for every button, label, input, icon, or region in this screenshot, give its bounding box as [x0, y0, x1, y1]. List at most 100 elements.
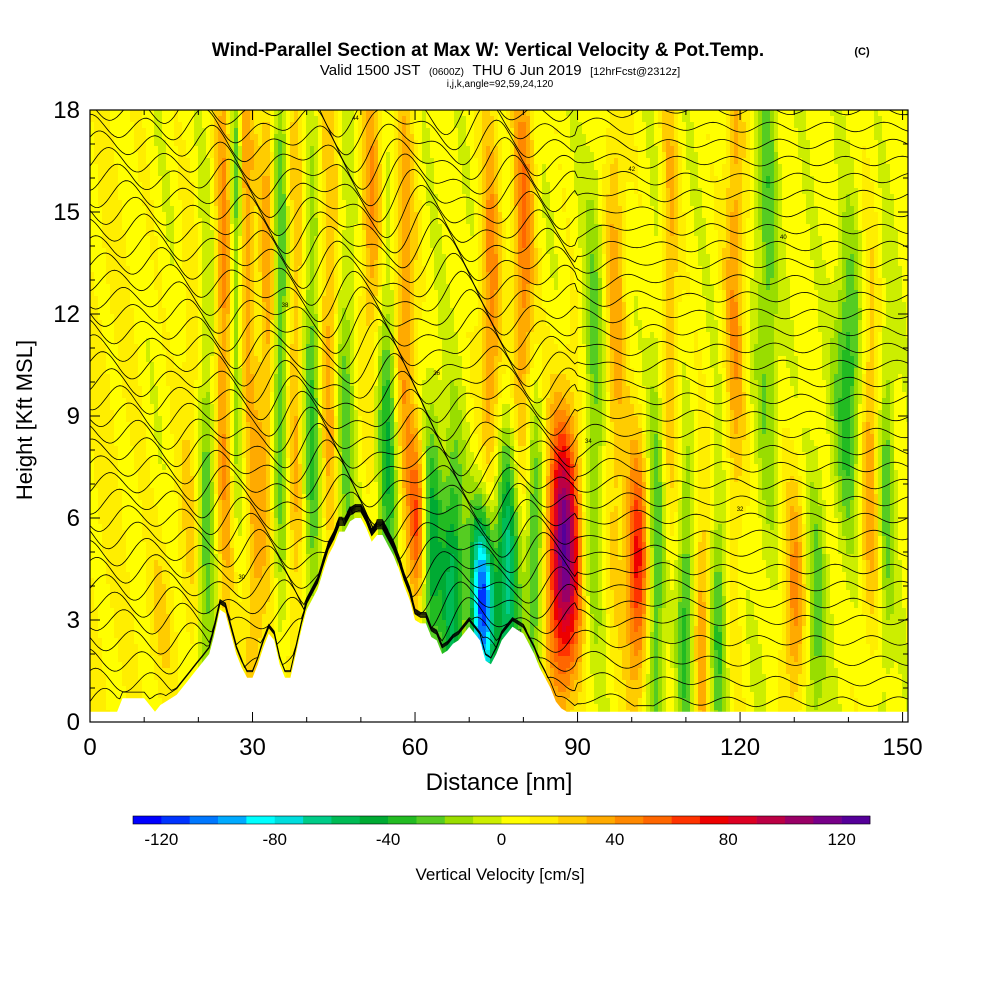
- w-cell: [602, 176, 607, 183]
- w-cell: [558, 164, 563, 171]
- w-cell: [526, 128, 531, 135]
- w-cell: [90, 170, 95, 177]
- w-cell: [606, 146, 611, 153]
- w-cell: [450, 158, 455, 165]
- w-cell: [354, 134, 359, 141]
- w-cell: [550, 194, 555, 201]
- w-cell: [830, 236, 835, 243]
- w-cell: [238, 218, 243, 225]
- w-cell: [794, 152, 799, 159]
- w-cell: [174, 134, 179, 141]
- w-cell: [578, 242, 583, 249]
- w-cell: [278, 212, 283, 219]
- w-cell: [790, 116, 795, 123]
- w-cell: [878, 182, 883, 189]
- w-cell: [98, 254, 103, 261]
- w-cell: [266, 200, 271, 207]
- w-cell: [422, 212, 427, 219]
- w-cell: [606, 164, 611, 171]
- w-cell: [102, 236, 107, 243]
- w-cell: [566, 146, 571, 153]
- w-cell: [830, 152, 835, 159]
- w-cell: [182, 170, 187, 177]
- w-cell: [190, 236, 195, 243]
- w-cell: [478, 158, 483, 165]
- w-cell: [186, 158, 191, 165]
- w-cell: [322, 218, 327, 225]
- w-cell: [286, 134, 291, 141]
- w-cell: [110, 158, 115, 165]
- w-cell: [554, 128, 559, 135]
- w-cell: [742, 200, 747, 207]
- w-cell: [110, 140, 115, 147]
- w-cell: [782, 212, 787, 219]
- w-cell: [214, 122, 219, 129]
- w-cell: [450, 212, 455, 219]
- w-cell: [358, 110, 363, 117]
- w-cell: [770, 206, 775, 213]
- w-cell: [394, 194, 399, 201]
- w-cell: [726, 230, 731, 237]
- w-cell: [114, 164, 119, 171]
- w-cell: [670, 194, 675, 201]
- w-cell: [694, 236, 699, 243]
- w-cell: [550, 224, 555, 231]
- w-cell: [666, 248, 671, 255]
- w-cell: [214, 176, 219, 183]
- w-cell: [822, 182, 827, 189]
- w-cell: [210, 212, 215, 219]
- w-cell: [594, 218, 599, 225]
- w-cell: [366, 152, 371, 159]
- w-cell: [666, 182, 671, 189]
- w-cell: [766, 206, 771, 213]
- w-cell: [318, 134, 323, 141]
- w-cell: [118, 116, 123, 123]
- w-cell: [718, 194, 723, 201]
- w-cell: [638, 236, 643, 243]
- w-cell: [658, 242, 663, 249]
- w-cell: [526, 236, 531, 243]
- w-cell: [162, 152, 167, 159]
- w-cell: [718, 110, 723, 117]
- w-cell: [102, 170, 107, 177]
- w-cell: [290, 146, 295, 153]
- w-cell: [122, 248, 127, 255]
- w-cell: [442, 116, 447, 123]
- w-cell: [646, 134, 651, 141]
- w-cell: [898, 158, 903, 165]
- w-cell: [742, 128, 747, 135]
- w-cell: [226, 152, 231, 159]
- w-cell: [706, 122, 711, 129]
- w-cell: [746, 194, 751, 201]
- w-cell: [266, 158, 271, 165]
- w-cell: [326, 152, 331, 159]
- w-cell: [422, 182, 427, 189]
- w-cell: [486, 164, 491, 171]
- w-cell: [622, 218, 627, 225]
- w-cell: [378, 242, 383, 249]
- w-cell: [814, 182, 819, 189]
- w-cell: [174, 152, 179, 159]
- w-cell: [530, 188, 535, 195]
- w-cell: [714, 164, 719, 171]
- w-cell: [698, 218, 703, 225]
- w-cell: [786, 230, 791, 237]
- w-cell: [518, 134, 523, 141]
- w-cell: [90, 158, 95, 165]
- w-cell: [278, 224, 283, 231]
- w-cell: [898, 110, 903, 117]
- w-cell: [370, 182, 375, 189]
- w-cell: [890, 116, 895, 123]
- w-cell: [110, 176, 115, 183]
- w-cell: [750, 200, 755, 207]
- w-cell: [706, 218, 711, 225]
- w-cell: [362, 206, 367, 213]
- w-cell: [370, 224, 375, 231]
- w-cell: [334, 218, 339, 225]
- w-cell: [198, 224, 203, 231]
- w-cell: [266, 194, 271, 201]
- w-cell: [706, 110, 711, 117]
- w-cell: [378, 110, 383, 117]
- w-cell: [738, 182, 743, 189]
- w-cell: [250, 140, 255, 147]
